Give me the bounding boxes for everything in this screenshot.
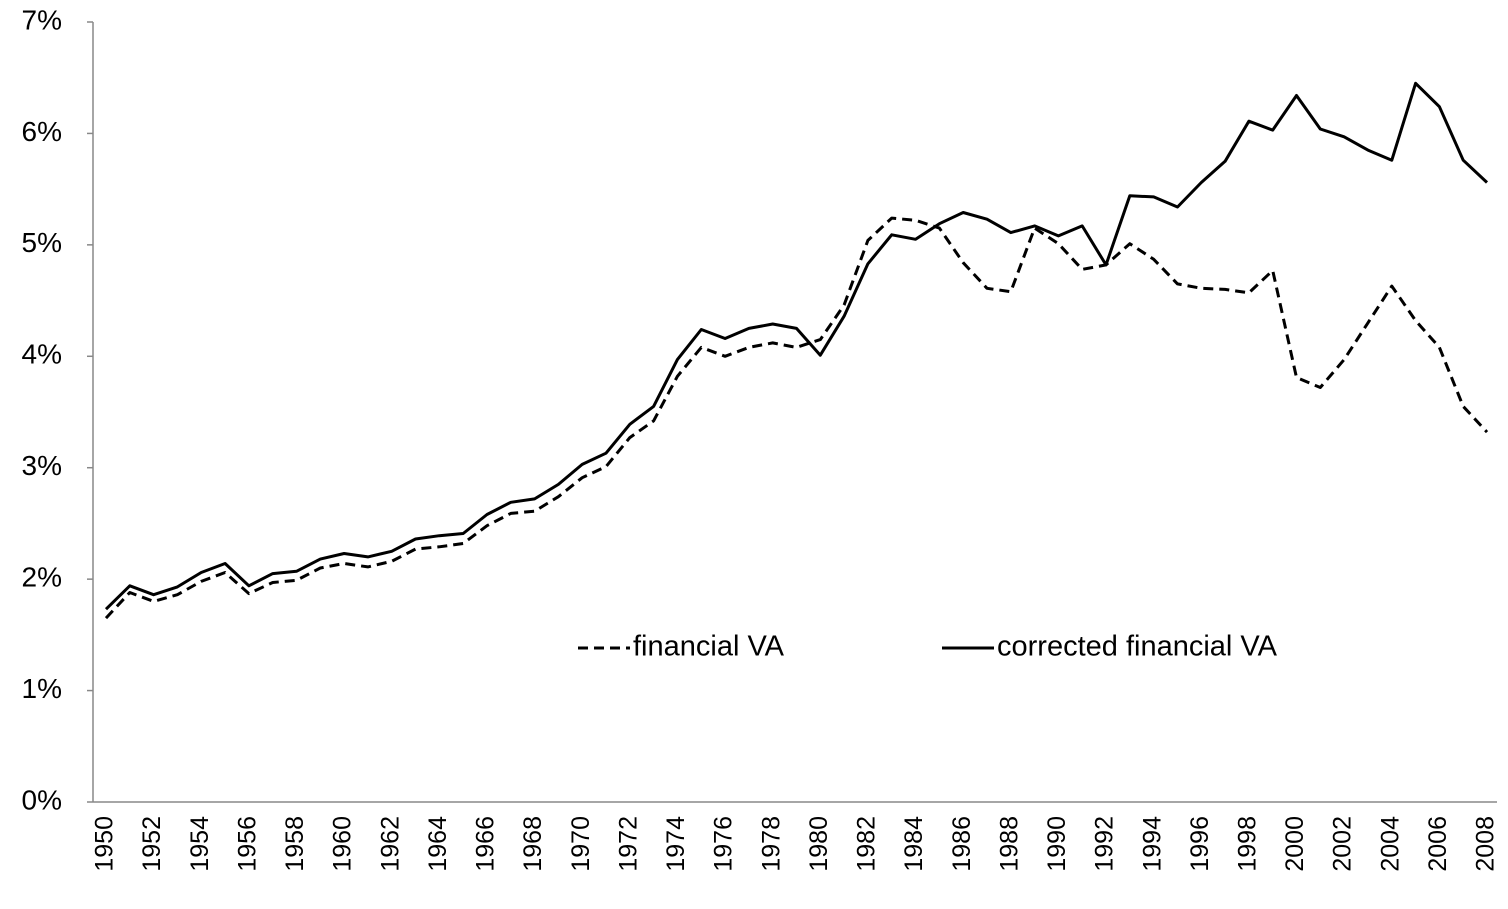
line-series — [104, 81, 1489, 611]
x-tick-label: 1956 — [233, 816, 261, 872]
x-tick-label: 1958 — [281, 816, 309, 872]
y-tick-label: 1% — [22, 673, 62, 704]
x-tick-label: 1962 — [376, 816, 404, 872]
legend-label: financial VA — [633, 631, 785, 663]
x-tick-label: 1974 — [662, 816, 690, 872]
x-tick-label: 1950 — [91, 816, 119, 872]
x-tick-label: 1970 — [567, 816, 595, 872]
y-tick-label: 6% — [22, 116, 62, 147]
x-tick-label: 1976 — [710, 816, 738, 872]
y-tick-label: 3% — [22, 450, 62, 481]
x-tick-label: 1968 — [519, 816, 547, 872]
y-tick-label: 0% — [22, 784, 62, 815]
x-tick-label: 2006 — [1424, 816, 1452, 872]
x-tick-label: 2004 — [1376, 816, 1404, 872]
x-tick-label: 1998 — [1234, 816, 1262, 872]
x-tick-label: 1996 — [1186, 816, 1214, 872]
x-tick-label: 2008 — [1472, 816, 1500, 872]
x-tick-label: 1978 — [757, 816, 785, 872]
x-tick-label: 2000 — [1281, 816, 1309, 872]
x-tick-label: 1964 — [424, 816, 452, 872]
line-series — [104, 216, 1489, 620]
y-tick-label: 5% — [22, 227, 62, 258]
x-tick-label: 1986 — [948, 816, 976, 872]
x-tick-label: 1992 — [1091, 816, 1119, 872]
y-tick-label: 2% — [22, 562, 62, 593]
x-tick-label: 1984 — [900, 816, 928, 872]
x-tick-label: 1990 — [1043, 816, 1071, 872]
x-tick-label: 1988 — [995, 816, 1023, 872]
x-tick-label: 1980 — [805, 816, 833, 872]
y-tick-label: 7% — [22, 4, 62, 35]
y-tick-label: 4% — [22, 339, 62, 370]
x-tick-label: 1952 — [138, 816, 166, 872]
x-tick-label: 1972 — [614, 816, 642, 872]
x-tick-label: 1954 — [186, 816, 214, 872]
x-tick-label: 1994 — [1138, 816, 1166, 872]
x-tick-label: 1982 — [853, 816, 881, 872]
x-tick-label: 1966 — [472, 816, 500, 872]
x-tick-label: 2002 — [1329, 816, 1357, 872]
x-tick-label: 1960 — [329, 816, 357, 872]
legend-label: corrected financial VA — [997, 631, 1278, 663]
